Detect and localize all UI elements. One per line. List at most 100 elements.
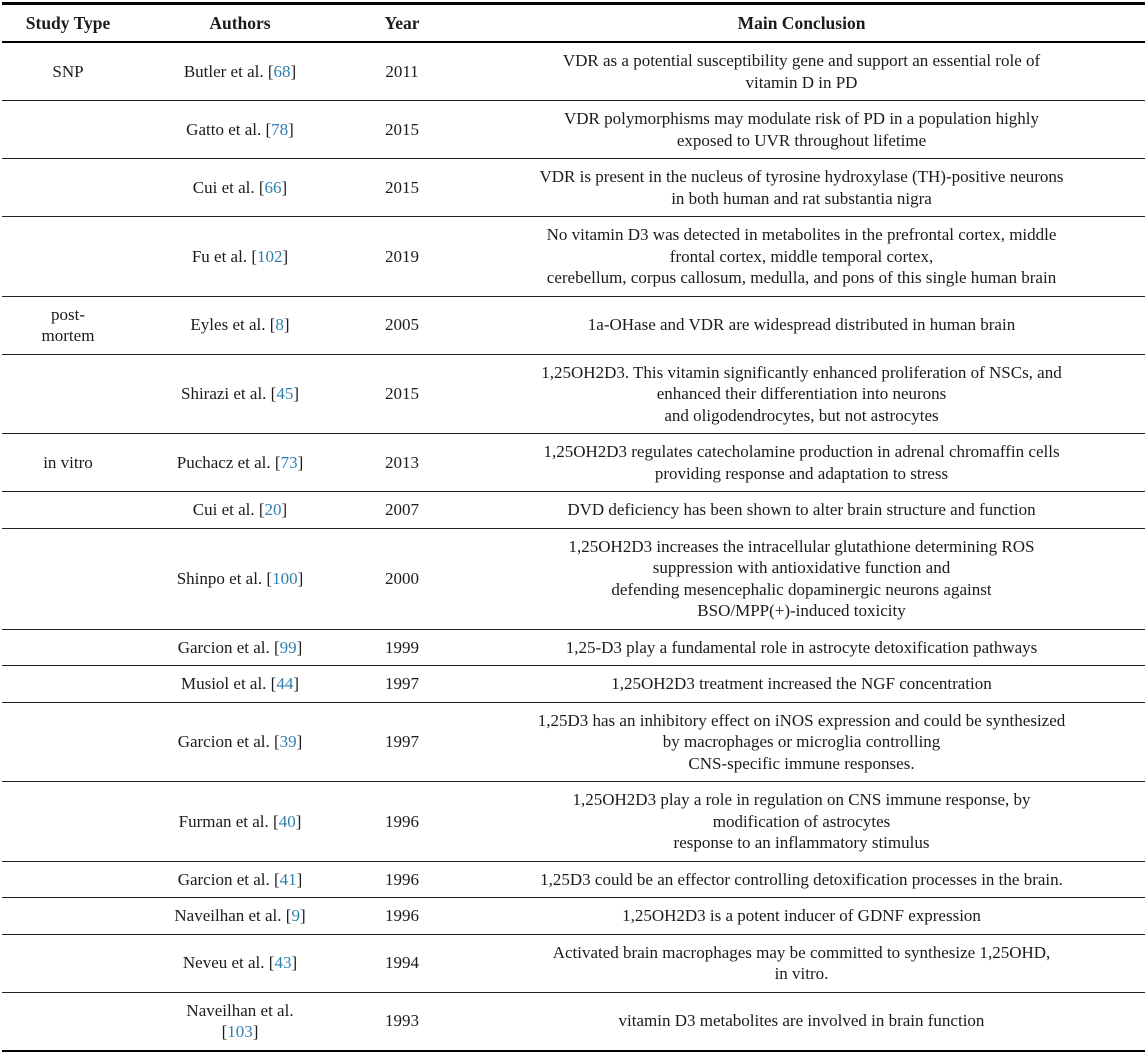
authors-cell: Garcion et al. [41] xyxy=(134,861,346,898)
citation-link[interactable]: 8 xyxy=(275,315,284,335)
authors-cell: Garcion et al. [99] xyxy=(134,629,346,666)
study-type-cell xyxy=(2,528,134,630)
year-cell: 1993 xyxy=(385,1011,419,1031)
citation-link[interactable]: 66 xyxy=(264,177,282,197)
conclusion-cell: 1,25D3 could be an effector controlling … xyxy=(458,861,1145,898)
study-type-cell xyxy=(2,897,134,935)
author-name: Furman et al. [ xyxy=(178,811,279,831)
citation-link[interactable]: 39 xyxy=(279,732,297,751)
study-type-cell xyxy=(2,665,134,703)
citation-link[interactable]: 9 xyxy=(291,906,300,925)
year-cell: 2005 xyxy=(346,296,458,355)
year-cell: 2019 xyxy=(346,216,458,297)
citation-link[interactable]: 103 xyxy=(227,1022,253,1041)
year-cell: 2015 xyxy=(346,354,458,434)
table-row: SNP Butler et al. [68] 2011 VDR as a pot… xyxy=(2,42,1145,101)
conclusion-cell: VDR polymorphisms may modulate risk of P… xyxy=(458,100,1145,159)
author-name: Eyles et al. [ xyxy=(190,315,276,335)
study-type-cell xyxy=(2,992,134,1051)
conclusion-cell: DVD deficiency has been shown to alter b… xyxy=(458,491,1145,529)
year-cell: 2015 xyxy=(346,158,458,217)
author-suffix: ] xyxy=(297,568,304,588)
conclusion-cell: 1,25OH2D3 treatment increased the NGF co… xyxy=(458,665,1145,703)
authors-cell: Puchacz et al. [73] xyxy=(134,433,346,492)
citation-link[interactable]: 102 xyxy=(256,246,283,266)
conclusion-cell: VDR is present in the nucleus of tyrosin… xyxy=(458,158,1145,217)
table-row: Naveilhan et al. [103] 1993 vitamin D3 m… xyxy=(2,992,1145,1051)
authors-cell: Naveilhan et al. [9] xyxy=(134,897,346,935)
conclusion-cell: 1,25OH2D3 is a potent inducer of GDNF ex… xyxy=(458,897,1145,935)
conclusion-cell: 1a-OHase and VDR are widespread distribu… xyxy=(458,296,1145,355)
table-row: Musiol et al. [44] 1997 1,25OH2D3 treatm… xyxy=(2,665,1145,703)
year-cell: 1996 xyxy=(346,897,458,935)
table-row: Neveu et al. [43] 1994 Activated brain m… xyxy=(2,934,1145,993)
author-name: Cui et al. [ xyxy=(192,177,265,197)
study-type-cell xyxy=(2,861,134,898)
column-header-study-type: Study Type xyxy=(2,3,134,43)
study-type-cell xyxy=(2,629,134,666)
table-header-row: Study Type Authors Year Main Conclusion xyxy=(2,3,1145,43)
author-name: Garcion et al. [ xyxy=(177,637,280,657)
citation-link[interactable]: 68 xyxy=(273,61,291,81)
year-cell: 2015 xyxy=(346,100,458,159)
study-type-cell xyxy=(2,100,134,159)
authors-cell: Eyles et al. [8] xyxy=(134,296,346,355)
author-suffix: ] xyxy=(296,869,303,889)
table-row: Cui et al. [20] 2007 DVD deficiency has … xyxy=(2,491,1145,529)
author-name: Neveu et al. [ xyxy=(182,953,275,973)
citation-link[interactable]: 43 xyxy=(274,953,292,973)
year-cell: 2013 xyxy=(346,433,458,492)
author-name: Butler et al. [ xyxy=(183,61,274,81)
authors-cell: Gatto et al. [78] xyxy=(134,100,346,159)
authors-cell: Musiol et al. [44] xyxy=(134,665,346,703)
author-name: Naveilhan et al. [ xyxy=(174,906,292,925)
year-cell: 1994 xyxy=(346,934,458,993)
author-suffix: ] xyxy=(281,500,288,519)
author-suffix: ] xyxy=(281,177,288,197)
author-name: Shinpo et al. [ xyxy=(176,568,273,588)
year-cell: 1999 xyxy=(346,629,458,666)
author-suffix: ] xyxy=(290,61,297,81)
table-row: Cui et al. [66] 2015 VDR is present in t… xyxy=(2,158,1145,217)
table-row: Fu et al. [102] 2019 No vitamin D3 was d… xyxy=(2,216,1145,297)
study-type-cell: post- mortem xyxy=(2,296,134,355)
authors-cell: Naveilhan et al. [103] xyxy=(134,992,346,1051)
conclusion-cell: Activated brain macrophages may be commi… xyxy=(458,934,1145,993)
year-cell: 2000 xyxy=(346,528,458,630)
table-row: Garcion et al. [39] 1997 1,25D3 has an i… xyxy=(2,702,1145,782)
conclusion-cell: 1,25OH2D3 play a role in regulation on C… xyxy=(458,781,1145,862)
author-name: Musiol et al. [ xyxy=(180,674,277,693)
table-row: Garcion et al. [99] 1999 1,25-D3 play a … xyxy=(2,629,1145,666)
author-name: Naveilhan et al. [ xyxy=(186,1000,294,1042)
citation-link[interactable]: 44 xyxy=(276,674,294,693)
citation-link[interactable]: 78 xyxy=(271,119,289,139)
column-header-main-conclusion: Main Conclusion xyxy=(458,3,1145,43)
author-suffix: ] xyxy=(293,384,300,403)
citation-link[interactable]: 45 xyxy=(276,384,294,403)
year-cell: 2007 xyxy=(346,491,458,529)
citation-link[interactable]: 99 xyxy=(279,637,297,657)
citation-link[interactable]: 41 xyxy=(279,869,297,889)
citation-link[interactable]: 40 xyxy=(278,811,296,831)
conclusion-cell: vitamin D3 metabolites are involved in b… xyxy=(618,1011,985,1031)
table-row: Garcion et al. [41] 1996 1,25D3 could be… xyxy=(2,861,1145,898)
author-suffix: ] xyxy=(283,315,290,335)
author-name: Cui et al. [ xyxy=(192,500,265,519)
column-header-year: Year xyxy=(346,3,458,43)
author-name: Garcion et al. [ xyxy=(177,869,280,889)
author-suffix: ] xyxy=(297,452,304,472)
citation-link[interactable]: 100 xyxy=(272,568,298,588)
author-name: Puchacz et al. [ xyxy=(176,452,281,472)
author-suffix: ] xyxy=(295,811,302,831)
conclusion-cell: 1,25-D3 play a fundamental role in astro… xyxy=(458,629,1145,666)
year-cell: 2011 xyxy=(346,42,458,101)
study-type-cell: SNP xyxy=(2,42,134,101)
citation-link[interactable]: 20 xyxy=(264,500,282,519)
citation-link[interactable]: 73 xyxy=(280,452,298,472)
conclusion-cell: 1,25OH2D3 increases the intracellular gl… xyxy=(458,528,1145,630)
study-type-cell xyxy=(2,354,134,434)
author-suffix: ] xyxy=(299,906,306,925)
author-name: Fu et al. [ xyxy=(191,246,257,266)
